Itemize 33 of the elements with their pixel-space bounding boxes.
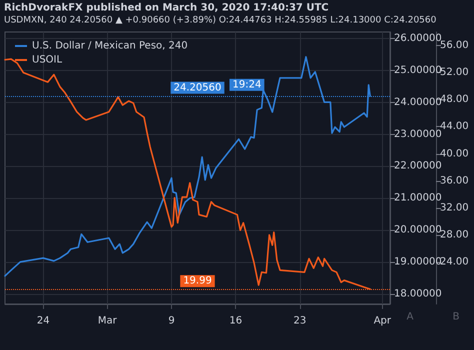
- y2-tick-label: 32.00: [440, 202, 469, 214]
- x-tick-label: 16: [229, 316, 242, 326]
- y2-tick-label: 28.00: [440, 229, 469, 240]
- ref-line-label: 19.99: [183, 276, 212, 287]
- y-tick-label: 20.00000: [394, 224, 442, 236]
- y2-tick-label: 44.00: [440, 121, 469, 132]
- y-tick-label: 26.00000: [394, 33, 442, 44]
- x-tick-label: Apr: [374, 316, 392, 326]
- chart-title: RichDvorakFX published on March 30, 2020 17:40:37 UTC: [4, 2, 329, 14]
- legend-label: U.S. Dollar / Mexican Peso, 240: [32, 40, 188, 52]
- x-tick-label: 9: [168, 316, 175, 326]
- text: B: [452, 312, 460, 322]
- ref-line-label: 24.20560: [174, 82, 222, 94]
- y-tick-label: 24.00000: [394, 96, 442, 108]
- legend-label: USOIL: [32, 54, 62, 66]
- x-tick-label: 24: [36, 316, 50, 326]
- y-tick-label: 23.00000: [394, 128, 442, 140]
- annotation: 19:24: [232, 79, 262, 90]
- x-tick-label: 23: [293, 316, 306, 326]
- chart-subtitle: USDMXN, 240 24.20560 ▲ +0.90660 (+3.89%) O:24.44763 H:24.55985 L:24.13000 C:24.20560: [4, 16, 437, 26]
- text: A: [406, 312, 414, 322]
- y-tick-label: 18.00000: [394, 288, 442, 300]
- y2-tick-label: 52.00: [440, 67, 469, 78]
- y-tick-label: 25.00000: [394, 65, 442, 76]
- x-tick-label: Mar: [98, 316, 118, 326]
- y-tick-label: 19.00000: [394, 256, 442, 268]
- y-tick-label: 22.00000: [394, 160, 442, 172]
- y2-tick-label: 56.00: [440, 40, 469, 52]
- y2-tick-label: 48.00: [440, 94, 469, 106]
- y2-tick-label: 24.00: [440, 256, 469, 268]
- y-tick-label: 21.00000: [394, 192, 442, 204]
- y2-tick-label: 36.00: [440, 175, 469, 186]
- y2-tick-label: 40.00: [440, 148, 469, 160]
